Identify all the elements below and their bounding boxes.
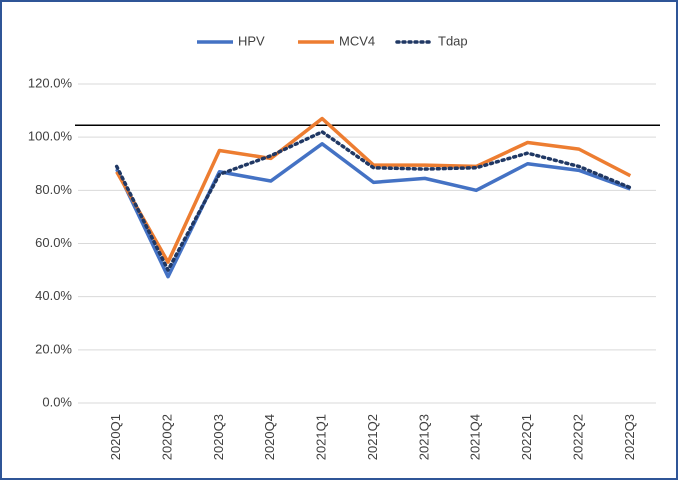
- y-tick-label: 60.0%: [35, 235, 72, 250]
- x-tick-label: 2021Q1: [314, 414, 329, 460]
- x-tick-label: 2020Q2: [159, 414, 174, 460]
- x-tick-label: 2022Q2: [570, 414, 585, 460]
- x-tick-label: 2020Q4: [262, 414, 277, 460]
- y-tick-label: 80.0%: [35, 182, 72, 197]
- y-tick-label: 40.0%: [35, 288, 72, 303]
- x-tick-label: 2020Q3: [211, 414, 226, 460]
- x-tick-label: 2022Q3: [622, 414, 637, 460]
- y-tick-label: 20.0%: [35, 341, 72, 356]
- x-tick-label: 2021Q2: [365, 414, 380, 460]
- series-line: [114, 130, 633, 272]
- x-tick-label: 2021Q3: [416, 414, 431, 460]
- y-tick-label: 120.0%: [28, 75, 73, 90]
- series-line: [115, 116, 632, 264]
- legend-label: MCV4: [339, 33, 375, 48]
- legend-label: Tdap: [438, 33, 468, 48]
- x-tick-label: 2022Q1: [519, 414, 534, 460]
- x-tick-label: 2020Q1: [108, 414, 123, 460]
- legend-label: HPV: [238, 33, 265, 48]
- y-tick-label: 100.0%: [28, 129, 73, 144]
- y-tick-label: 0.0%: [42, 394, 72, 409]
- x-tick-label: 2021Q4: [468, 414, 483, 460]
